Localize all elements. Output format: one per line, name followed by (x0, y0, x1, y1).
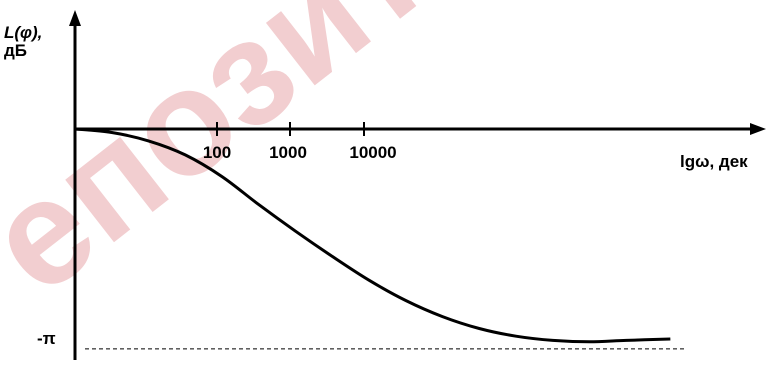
y-axis-arrow (69, 10, 81, 26)
y-axis-label-line2: дБ (4, 41, 27, 60)
x-tick-label-10000: 10000 (349, 143, 396, 162)
y-tick-label-minus-pi: -π (37, 329, 56, 348)
series-line-phase (74, 127, 671, 344)
x-axis-label: lgω, дек (680, 152, 748, 171)
y-axis-label-line1: L(φ), (4, 23, 42, 42)
x-tick-label-100: 100 (203, 143, 231, 162)
watermark-text: епозитор (0, 0, 600, 325)
x-tick-label-1000: 1000 (269, 143, 307, 162)
x-axis-arrow (750, 123, 766, 135)
